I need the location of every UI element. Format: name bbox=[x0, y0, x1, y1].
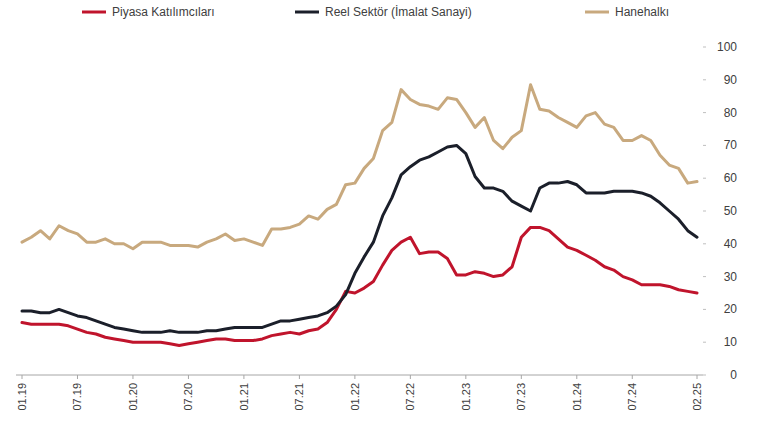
legend-swatch bbox=[585, 11, 609, 14]
chart: 0 10 20 30 40 50 60 70 80 90 100 01.19 07.19 01.20 07.… bbox=[0, 0, 774, 442]
y-tick bbox=[703, 342, 706, 343]
y-tick bbox=[703, 47, 706, 48]
y-tick bbox=[703, 145, 706, 146]
x-tick bbox=[632, 375, 633, 379]
x-axis bbox=[16, 375, 703, 376]
y-tick-label: 10 bbox=[724, 335, 738, 349]
x-tick bbox=[410, 375, 411, 379]
legend-label: Piyasa Katılımcıları bbox=[112, 5, 215, 19]
series-line bbox=[22, 85, 697, 249]
x-tick bbox=[188, 375, 189, 379]
y-tick-label: 80 bbox=[724, 106, 738, 120]
y-tick bbox=[703, 178, 706, 179]
y-tick bbox=[703, 276, 706, 277]
y-tick bbox=[703, 112, 706, 113]
y-tick-label: 50 bbox=[724, 204, 738, 218]
x-tick bbox=[521, 375, 522, 379]
x-tick bbox=[697, 375, 698, 379]
x-tick bbox=[576, 375, 577, 379]
x-tick-label: 07.24 bbox=[626, 383, 638, 411]
legend-label: Hanehalkı bbox=[615, 5, 669, 19]
y-tick bbox=[703, 243, 706, 244]
x-tick-label: 07.19 bbox=[71, 383, 83, 411]
x-tick-label: 01.24 bbox=[571, 383, 583, 411]
x-tick bbox=[465, 375, 466, 379]
x-tick bbox=[132, 375, 133, 379]
x-tick-label: 01.21 bbox=[238, 383, 250, 411]
y-tick-label: 90 bbox=[724, 73, 738, 87]
legend-swatch bbox=[295, 11, 319, 14]
x-tick bbox=[299, 375, 300, 379]
x-tick-label: 07.20 bbox=[182, 383, 194, 411]
x-tick-label: 01.22 bbox=[349, 383, 361, 411]
legend-label: Reel Sektör (İmalat Sanayi) bbox=[325, 5, 472, 19]
plot-area bbox=[22, 85, 697, 346]
x-tick-label: 07.22 bbox=[404, 383, 416, 411]
y-tick-label: 20 bbox=[724, 302, 738, 316]
x-tick bbox=[243, 375, 244, 379]
y-tick bbox=[703, 309, 706, 310]
y-tick-label: 30 bbox=[724, 270, 738, 284]
x-tick bbox=[354, 375, 355, 379]
x-tick bbox=[22, 375, 23, 379]
y-tick-label: 0 bbox=[730, 368, 737, 382]
x-tick-label: 07.21 bbox=[293, 383, 305, 411]
y-tick bbox=[703, 211, 706, 212]
x-tick-label: 02.25 bbox=[691, 383, 703, 411]
y-tick-label: 70 bbox=[724, 138, 738, 152]
y-tick-label: 40 bbox=[724, 237, 738, 251]
x-tick-label: 07.23 bbox=[515, 383, 527, 411]
legend-swatch bbox=[82, 11, 106, 14]
x-tick-label: 01.23 bbox=[460, 383, 472, 411]
x-tick-label: 01.20 bbox=[127, 383, 139, 411]
y-tick bbox=[703, 79, 706, 80]
x-tick bbox=[77, 375, 78, 379]
y-tick-label: 100 bbox=[717, 40, 737, 54]
x-tick-label: 01.19 bbox=[16, 383, 28, 411]
y-tick bbox=[703, 375, 706, 376]
y-tick-label: 60 bbox=[724, 171, 738, 185]
